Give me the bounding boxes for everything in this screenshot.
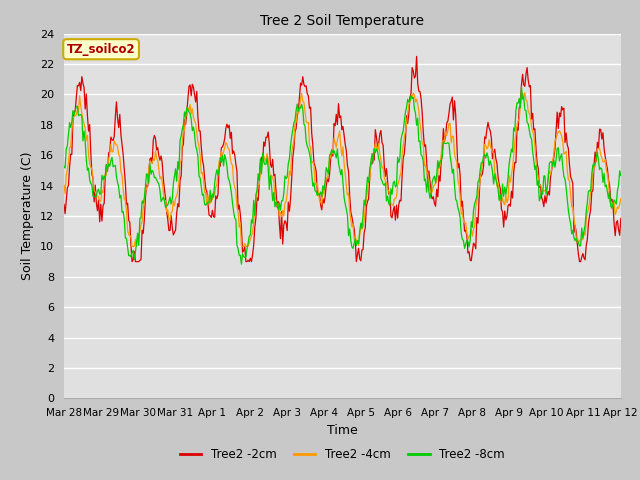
Tree2 -4cm [521, 90, 529, 96]
Tree2 -4cm [617, 196, 625, 202]
Tree2 -2cm [617, 216, 625, 221]
Tree2 -2cm [128, 259, 136, 264]
Tree2 -2cm [362, 204, 370, 209]
Tree2 -2cm [413, 53, 420, 59]
Tree2 -4cm [326, 157, 333, 163]
Tree2 -2cm [329, 153, 337, 159]
Tree2 -2cm [519, 72, 527, 77]
Tree2 -2cm [326, 171, 333, 177]
Tree2 -8cm [518, 84, 525, 90]
Line: Tree2 -8cm: Tree2 -8cm [64, 87, 621, 264]
Tree2 -8cm [326, 152, 333, 158]
Tree2 -4cm [128, 243, 136, 249]
Tree2 -8cm [519, 96, 527, 102]
Line: Tree2 -2cm: Tree2 -2cm [64, 56, 621, 262]
Tree2 -2cm [60, 202, 68, 207]
Tree2 -4cm [329, 151, 337, 156]
Y-axis label: Soil Temperature (C): Soil Temperature (C) [22, 152, 35, 280]
Title: Tree 2 Soil Temperature: Tree 2 Soil Temperature [260, 14, 424, 28]
X-axis label: Time: Time [327, 424, 358, 437]
Tree2 -8cm [606, 189, 614, 194]
Text: TZ_soilco2: TZ_soilco2 [67, 43, 136, 56]
Tree2 -4cm [393, 193, 401, 199]
Tree2 -2cm [393, 203, 401, 208]
Tree2 -8cm [362, 187, 370, 193]
Tree2 -2cm [606, 183, 614, 189]
Tree2 -8cm [393, 182, 401, 188]
Tree2 -8cm [617, 173, 625, 179]
Tree2 -8cm [60, 164, 68, 169]
Line: Tree2 -4cm: Tree2 -4cm [64, 93, 621, 246]
Legend: Tree2 -2cm, Tree2 -4cm, Tree2 -8cm: Tree2 -2cm, Tree2 -4cm, Tree2 -8cm [175, 443, 509, 466]
Tree2 -4cm [518, 92, 525, 97]
Tree2 -8cm [237, 261, 245, 267]
Tree2 -4cm [60, 182, 68, 188]
Tree2 -4cm [362, 196, 370, 202]
Tree2 -4cm [606, 199, 614, 204]
Tree2 -8cm [329, 150, 337, 156]
